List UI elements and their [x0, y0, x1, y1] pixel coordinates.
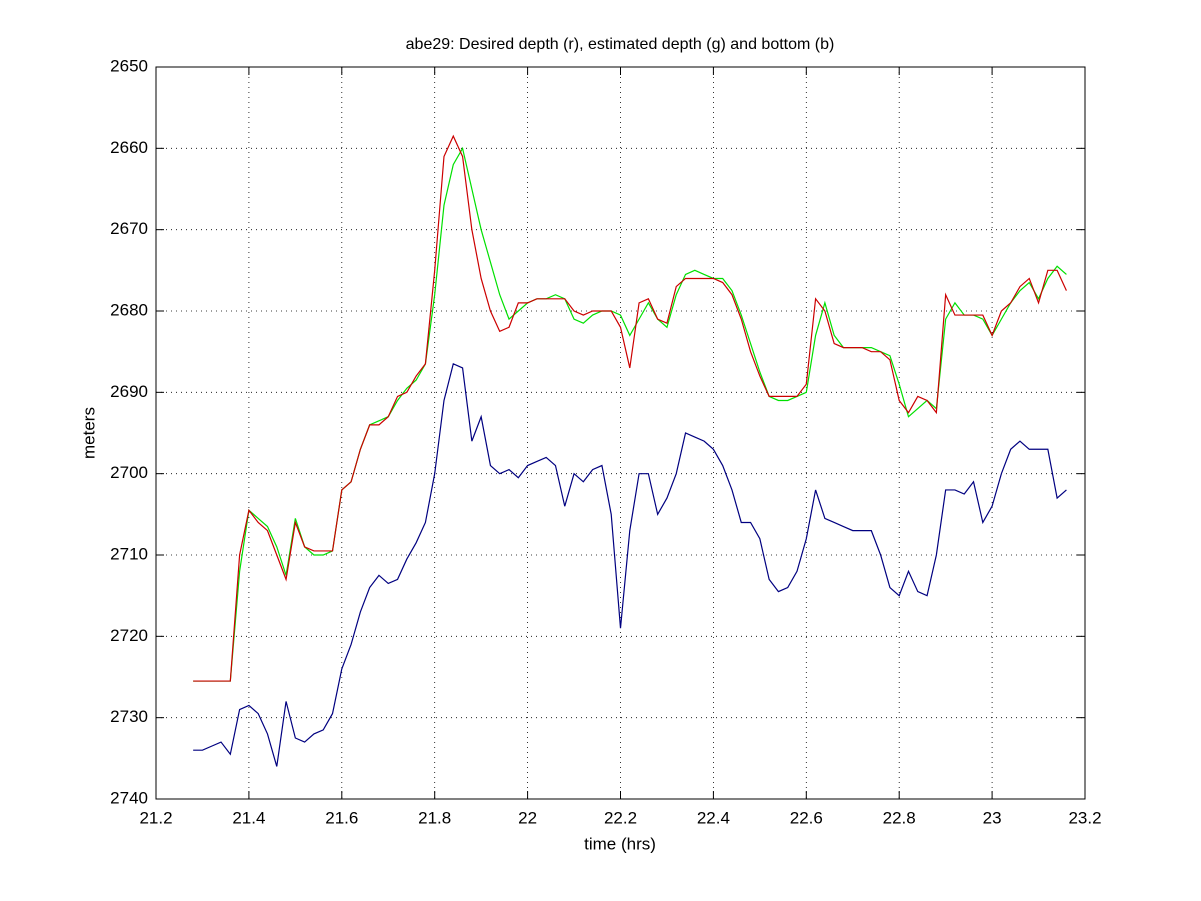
data-line	[193, 134, 1067, 682]
y-tick-label: 2670	[110, 219, 148, 238]
y-tick-label: 2730	[110, 707, 148, 726]
y-tick-label: 2710	[110, 544, 148, 563]
x-tick-label: 21.4	[232, 808, 265, 827]
x-tick-label: 21.2	[139, 808, 172, 827]
x-tick-label: 23.2	[1068, 808, 1101, 827]
chart-title: abe29: Desired depth (r), estimated dept…	[406, 36, 835, 53]
x-tick-label: 22.8	[883, 808, 916, 827]
y-tick-label: 2700	[110, 463, 148, 482]
x-tick-label: 23	[983, 808, 1002, 827]
y-tick-label: 2720	[110, 626, 148, 645]
y-tick-label: 2680	[110, 300, 148, 319]
x-tick-label: 22	[518, 808, 537, 827]
y-tick-label: 2660	[110, 138, 148, 157]
plot-frame	[155, 66, 1086, 800]
y-tick-label: 2740	[110, 788, 148, 807]
x-tick-label: 21.8	[418, 808, 451, 827]
x-tick-label: 22.2	[604, 808, 637, 827]
x-axis-label: time (hrs)	[584, 834, 656, 853]
x-tick-label: 22.4	[697, 808, 730, 827]
x-tick-label: 21.6	[325, 808, 358, 827]
y-tick-label: 2690	[110, 382, 148, 401]
data-line	[193, 363, 1067, 767]
x-tick-label: 22.6	[790, 808, 823, 827]
y-tick-label: 2650	[110, 56, 148, 75]
y-axis-label: meters	[79, 407, 98, 459]
